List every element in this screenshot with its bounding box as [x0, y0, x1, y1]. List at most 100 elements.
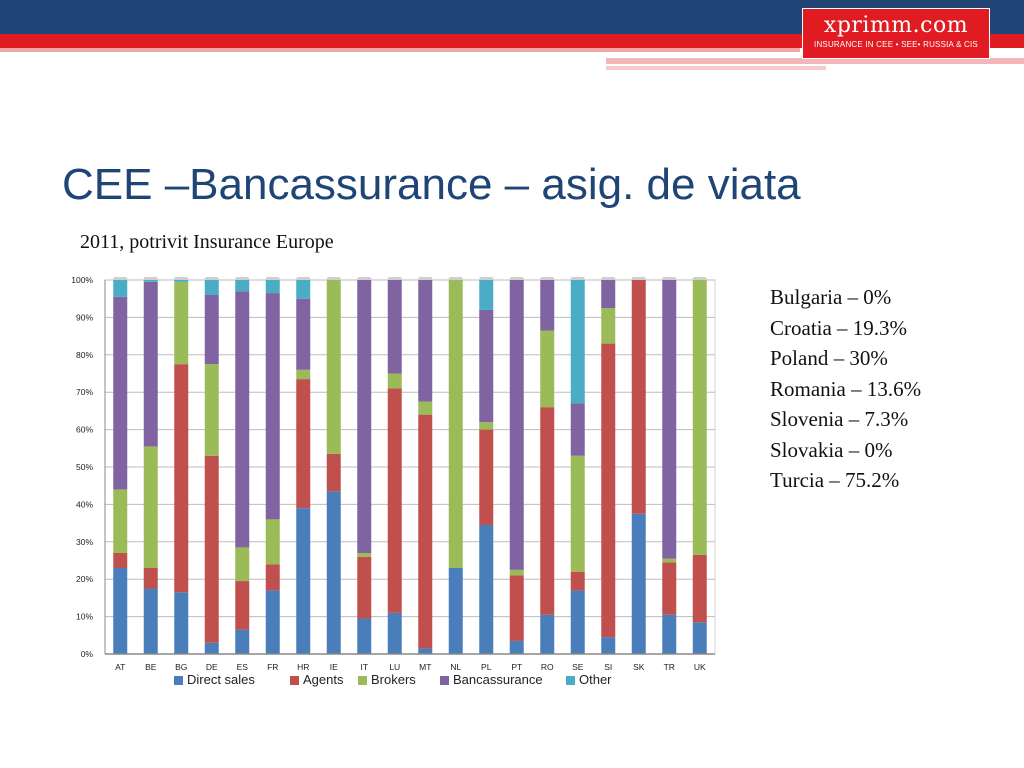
bar-segment-agents [204, 455, 219, 643]
bar-segment-brokers [326, 280, 341, 454]
bar-segment-bancassurance [509, 280, 524, 570]
legend-swatch [440, 676, 449, 685]
bar-segment-agents [387, 388, 402, 613]
bar-segment-brokers [601, 308, 616, 344]
x-tick-label: IT [360, 662, 368, 672]
x-tick-label: BG [175, 662, 187, 672]
bar-segment-agents [326, 453, 341, 492]
bar-segment-brokers [418, 401, 433, 415]
x-tick-label: PT [511, 662, 522, 672]
bar-segment-agents [235, 581, 250, 630]
x-tick-label: UK [694, 662, 706, 672]
x-tick-label: LU [389, 662, 400, 672]
bar-segment-direct-sales [692, 622, 707, 654]
bar-segment-brokers [204, 364, 219, 456]
bar-segment-other [296, 280, 311, 299]
bar-segment-agents [479, 429, 494, 525]
bar-segment-brokers [296, 369, 311, 380]
bar-segment-agents [540, 407, 555, 615]
bar-segment-other [570, 280, 585, 404]
bar-segment-brokers [692, 280, 707, 555]
stat-slovakia: Slovakia – 0% [770, 437, 893, 462]
bar-segment-bancassurance [265, 293, 280, 520]
bar-segment-bancassurance [113, 296, 128, 490]
bar-segment-direct-sales [326, 491, 341, 654]
bar-segment-brokers [265, 519, 280, 565]
bar-segment-agents [357, 556, 372, 619]
y-tick-label: 50% [76, 462, 93, 472]
stat-turcia: Turcia – 75.2% [770, 468, 900, 492]
x-tick-label: SK [633, 662, 645, 672]
bar-segment-direct-sales [235, 629, 250, 654]
legend-label: Other [579, 672, 612, 687]
legend-swatch [174, 676, 183, 685]
y-tick-label: 90% [76, 312, 93, 322]
bar-segment-bancassurance [418, 280, 433, 402]
bar-segment-direct-sales [540, 614, 555, 654]
x-tick-label: PL [481, 662, 492, 672]
bar-segment-bancassurance [235, 291, 250, 548]
header-stripe-light [0, 48, 800, 52]
bar-segment-brokers [113, 489, 128, 554]
x-tick-label: TR [664, 662, 675, 672]
bar-segment-brokers [387, 373, 402, 389]
header-stripe [0, 34, 1024, 48]
legend-swatch [358, 676, 367, 685]
bar-segment-direct-sales [143, 588, 158, 654]
stats-list: Bulgaria – 0% Croatia – 19.3% Poland – 3… [770, 282, 921, 496]
bar-segment-other [113, 280, 128, 297]
bar-segment-other [174, 280, 189, 282]
bar-segment-agents [143, 567, 158, 589]
bar-segment-bancassurance [479, 309, 494, 423]
bar-segment-brokers [357, 553, 372, 557]
x-tick-label: HR [297, 662, 309, 672]
bar-segment-direct-sales [204, 642, 219, 654]
bar-segment-other [479, 280, 494, 310]
y-tick-label: 0% [81, 649, 94, 659]
x-tick-label: IE [330, 662, 338, 672]
xprimm-logo[interactable]: xprimm.com INSURANCE IN CEE • SEE• RUSSI… [802, 8, 990, 59]
bar-segment-direct-sales [174, 592, 189, 654]
slide-title: CEE –Bancassurance – asig. de viata [62, 160, 801, 209]
bar-segment-bancassurance [204, 294, 219, 365]
chart-subtitle: 2011, potrivit Insurance Europe [80, 231, 334, 253]
legend-label: Brokers [371, 672, 416, 687]
x-tick-label: RO [541, 662, 554, 672]
bar-segment-bancassurance [387, 280, 402, 374]
bar-segment-agents [509, 575, 524, 641]
y-tick-label: 20% [76, 574, 93, 584]
bar-segment-direct-sales [387, 612, 402, 654]
bar-segment-bancassurance [540, 280, 555, 331]
legend-label: Bancassurance [453, 672, 543, 687]
stat-croatia: Croatia – 19.3% [770, 315, 908, 340]
bar-segment-brokers [570, 455, 585, 572]
bar-segment-agents [296, 379, 311, 509]
bar-segment-bancassurance [601, 280, 616, 309]
header-stripe-lighter [606, 58, 1024, 64]
bar-segment-agents [113, 553, 128, 568]
bar-segment-direct-sales [113, 567, 128, 654]
stacked-bar-chart: 0%10%20%30%40%50%60%70%80%90%100%AT BE BG D… [71, 275, 716, 687]
x-tick-label: BE [145, 662, 157, 672]
bar-segment-brokers [540, 330, 555, 408]
bar-segment-agents [418, 414, 433, 649]
x-tick-label: SE [572, 662, 584, 672]
x-tick-label: FR [267, 662, 278, 672]
y-tick-label: 100% [71, 275, 93, 285]
x-tick-label: SI [604, 662, 612, 672]
x-tick-label: NL [450, 662, 461, 672]
legend-label: Agents [303, 672, 344, 687]
bar-segment-agents [631, 280, 646, 514]
header-stripe-lightest [606, 66, 826, 70]
bar-segment-agents [265, 564, 280, 591]
bar-segment-brokers [662, 558, 677, 563]
logo-tagline: INSURANCE IN CEE • SEE• RUSSIA & CIS [814, 40, 978, 49]
legend-swatch [290, 676, 299, 685]
bar-segment-brokers [479, 422, 494, 430]
logo-name: xprimm.com [823, 13, 969, 38]
bar-segment-bancassurance [143, 281, 158, 447]
y-tick-label: 60% [76, 425, 93, 435]
bar-segment-direct-sales [296, 508, 311, 654]
bar-segment-direct-sales [265, 590, 280, 654]
y-tick-label: 40% [76, 499, 93, 509]
